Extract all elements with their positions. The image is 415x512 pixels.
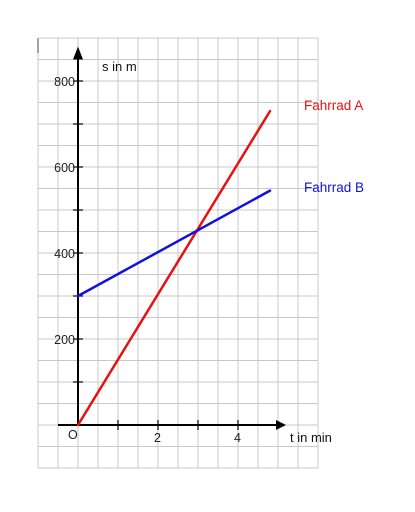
y-axis-arrow [73, 46, 83, 60]
x-tick-label: 2 [154, 431, 161, 445]
series-label-fahrrad-a: Fahrrad A [304, 98, 363, 113]
series-line-fahrrad-a [76, 109, 272, 427]
y-tick-label: 200 [54, 333, 75, 347]
x-axis-label: t in min [290, 430, 332, 445]
x-tick-label: 4 [234, 431, 241, 445]
y-axis-label: s in m [102, 59, 137, 74]
y-tick-label: 800 [54, 75, 75, 89]
y-tick-label: 600 [54, 161, 75, 175]
ticks [73, 80, 239, 430]
y-tick-label: 400 [54, 247, 75, 261]
grid [37, 37, 319, 469]
labels: s in m t in min O Fahrrad A Fahrrad B 2 4… [54, 59, 364, 445]
series [76, 109, 272, 427]
series-label-fahrrad-b: Fahrrad B [304, 180, 364, 195]
origin-label: O [68, 428, 78, 442]
series-line-fahrrad-b [76, 189, 272, 298]
axes [58, 46, 286, 430]
x-axis-arrow [276, 420, 286, 430]
